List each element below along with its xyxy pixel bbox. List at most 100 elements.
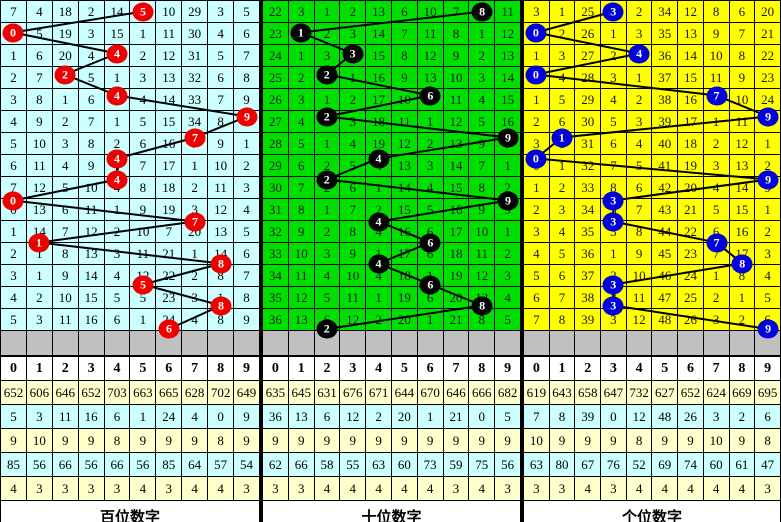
trend-panel-hundreds[interactable]: 7418214510293505193151113046162044212315… bbox=[0, 0, 260, 356]
drawn-number-ball[interactable]: 4 bbox=[106, 170, 128, 189]
trend-cell: 2 bbox=[702, 286, 730, 309]
drawn-number-ball[interactable]: 2 bbox=[316, 170, 338, 189]
drawn-number-ball[interactable]: 6 bbox=[419, 233, 441, 252]
trend-cell: 2 bbox=[233, 154, 260, 177]
stats-header-cell[interactable]: 6 bbox=[155, 356, 183, 381]
drawn-number-ball[interactable]: 5 bbox=[132, 275, 154, 294]
trend-cell: 5 bbox=[702, 198, 730, 221]
stats-header-cell[interactable]: 3 bbox=[339, 356, 367, 381]
stats-header-cell[interactable]: 3 bbox=[77, 356, 105, 381]
stats-header-cell[interactable]: 2 bbox=[51, 356, 79, 381]
drawn-number-ball[interactable]: 0 bbox=[2, 191, 24, 210]
stats-header-cell[interactable]: 4 bbox=[625, 356, 653, 381]
drawn-number-ball[interactable]: 0 bbox=[2, 23, 24, 42]
trend-cell: 33 bbox=[574, 176, 602, 199]
drawn-number-ball[interactable]: 4 bbox=[368, 254, 390, 273]
stats-current-miss-cell: 21 bbox=[442, 404, 470, 429]
trend-panel-tens[interactable]: 2231213610781123123147118112241331581292… bbox=[262, 0, 521, 356]
drawn-number-ball[interactable]: 2 bbox=[316, 65, 338, 84]
stats-header-cell[interactable]: 1 bbox=[548, 356, 576, 381]
stats-header-cell[interactable]: 0 bbox=[262, 356, 289, 381]
drawn-number-ball[interactable]: 8 bbox=[471, 296, 493, 315]
stats-panel-hundreds: 0 1 2 3 4 5 6 7 8 9 652 606 646 652 703 663 665 628 702 649… bbox=[0, 356, 260, 522]
stats-header-cell[interactable]: 2 bbox=[313, 356, 341, 381]
stats-header-cell[interactable]: 8 bbox=[728, 356, 756, 381]
drawn-number-ball[interactable]: 7 bbox=[184, 212, 206, 231]
stats-header-cell[interactable]: 7 bbox=[442, 356, 470, 381]
drawn-number-ball[interactable]: 2 bbox=[54, 65, 76, 84]
trend-cell: 8 bbox=[77, 132, 105, 155]
drawn-number-ball[interactable]: 0 bbox=[525, 23, 547, 42]
drawn-number-ball[interactable]: 1 bbox=[28, 233, 50, 252]
trend-panel-units[interactable]: 3125323412862002261335139721132724361410… bbox=[523, 0, 781, 356]
drawn-number-ball[interactable]: 4 bbox=[106, 44, 128, 63]
drawn-number-ball[interactable]: 3 bbox=[602, 275, 624, 294]
drawn-number-ball[interactable]: 8 bbox=[210, 254, 232, 273]
drawn-number-ball[interactable]: 4 bbox=[368, 149, 390, 168]
drawn-number-ball[interactable]: 4 bbox=[106, 149, 128, 168]
trend-cell: 7 bbox=[390, 22, 418, 45]
stats-header-cell[interactable]: 4 bbox=[365, 356, 392, 381]
drawn-number-ball[interactable]: 4 bbox=[628, 44, 650, 63]
stats-header-cell[interactable]: 4 bbox=[103, 356, 131, 381]
drawn-number-ball[interactable]: 6 bbox=[158, 319, 180, 339]
stats-header-cell[interactable]: 1 bbox=[287, 356, 315, 381]
trend-cell: 9 bbox=[390, 66, 418, 89]
drawn-number-ball[interactable]: 8 bbox=[471, 2, 493, 21]
drawn-number-ball[interactable]: 0 bbox=[525, 65, 547, 84]
stats-header-cell[interactable]: 5 bbox=[651, 356, 679, 381]
drawn-number-ball[interactable]: 3 bbox=[342, 44, 364, 63]
stats-header-cell[interactable]: 3 bbox=[600, 356, 627, 381]
drawn-number-ball[interactable]: 9 bbox=[236, 107, 258, 126]
stats-header-cell[interactable]: 8 bbox=[207, 356, 235, 381]
trend-cell: 6 bbox=[77, 88, 105, 111]
drawn-number-ball[interactable]: 8 bbox=[210, 296, 232, 315]
stats-header-cell[interactable]: 9 bbox=[754, 356, 781, 381]
drawn-number-ball[interactable]: 9 bbox=[757, 170, 779, 189]
drawn-number-ball[interactable]: 3 bbox=[602, 296, 624, 315]
stats-header-cell[interactable]: 8 bbox=[468, 356, 496, 381]
drawn-number-ball[interactable]: 7 bbox=[706, 233, 727, 252]
drawn-number-ball[interactable]: 3 bbox=[602, 2, 624, 21]
stats-current-miss-cell: 48 bbox=[651, 404, 679, 429]
drawn-number-ball[interactable]: 3 bbox=[602, 191, 624, 210]
drawn-number-ball[interactable]: 6 bbox=[419, 86, 441, 105]
stats-header-cell[interactable]: 0 bbox=[0, 356, 27, 381]
stats-header-cell[interactable]: 5 bbox=[390, 356, 418, 381]
stats-header-cell[interactable]: 9 bbox=[494, 356, 521, 381]
stats-header-cell[interactable]: 1 bbox=[25, 356, 53, 381]
drawn-number-ball[interactable]: 1 bbox=[290, 23, 312, 42]
drawn-number-ball[interactable]: 3 bbox=[602, 212, 624, 231]
drawn-number-ball[interactable]: 9 bbox=[497, 128, 519, 147]
drawn-number-ball[interactable]: 7 bbox=[184, 128, 206, 147]
trend-row: 6114947171102 bbox=[0, 154, 260, 177]
drawn-number-ball[interactable]: 4 bbox=[368, 212, 390, 231]
trend-cell-empty bbox=[339, 330, 367, 356]
drawn-number-ball[interactable]: 9 bbox=[497, 191, 519, 210]
drawn-number-ball[interactable]: 8 bbox=[731, 254, 753, 273]
stats-header-cell[interactable]: 6 bbox=[416, 356, 444, 381]
drawn-number-ball[interactable]: 2 bbox=[316, 107, 338, 126]
stats-header-cell[interactable]: 0 bbox=[523, 356, 550, 381]
drawn-number-ball[interactable]: 1 bbox=[551, 128, 573, 147]
stats-header-cell[interactable]: 7 bbox=[702, 356, 730, 381]
drawn-number-ball[interactable]: 5 bbox=[132, 2, 154, 21]
stats-header-cell[interactable]: 2 bbox=[574, 356, 602, 381]
drawn-number-ball[interactable]: 9 bbox=[757, 319, 779, 339]
drawn-number-ball[interactable]: 9 bbox=[757, 107, 779, 126]
drawn-number-ball[interactable]: 6 bbox=[419, 275, 441, 294]
drawn-number-ball[interactable]: 7 bbox=[706, 86, 727, 105]
stats-header-cell[interactable]: 9 bbox=[233, 356, 260, 381]
stats-header-cell[interactable]: 5 bbox=[129, 356, 157, 381]
stats-header-cell[interactable]: 7 bbox=[181, 356, 209, 381]
drawn-number-ball[interactable]: 4 bbox=[106, 86, 128, 105]
stats-header-cell[interactable]: 6 bbox=[677, 356, 704, 381]
stats-total-cell: 676 bbox=[339, 380, 367, 405]
trend-cell: 4 bbox=[181, 308, 209, 331]
trend-cell: 10 bbox=[25, 132, 53, 155]
drawn-number-ball[interactable]: 0 bbox=[525, 149, 547, 168]
trend-cell: 6 bbox=[339, 176, 367, 199]
drawn-number-ball[interactable]: 2 bbox=[316, 319, 338, 339]
